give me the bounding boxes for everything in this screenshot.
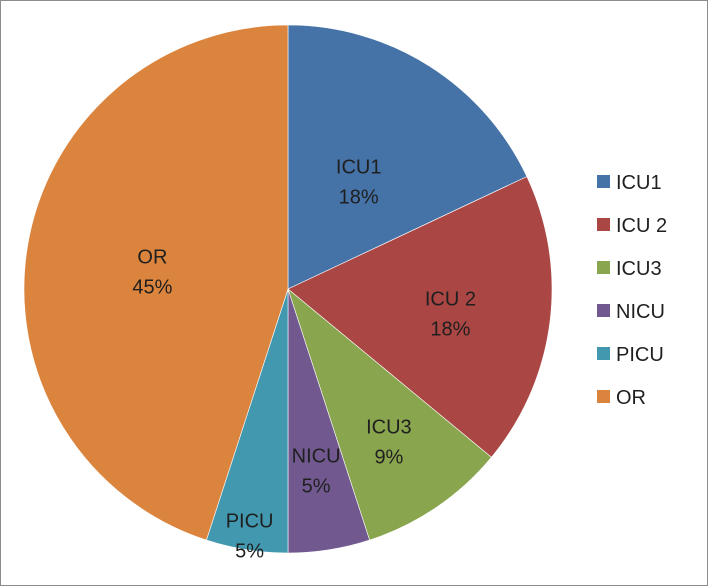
legend-swatch-picu xyxy=(597,347,610,360)
pie-slice-icu3 xyxy=(287,288,492,541)
legend-swatch-icu3 xyxy=(597,261,610,274)
data-label-or: OR 45% xyxy=(132,247,172,299)
legend-label-picu: PICU xyxy=(616,344,664,366)
legend-label-icu3: ICU3 xyxy=(616,258,662,280)
legend-swatch-icu-2 xyxy=(597,218,610,231)
data-label-icu-2: ICU 2 18% xyxy=(425,289,476,341)
legend-label-icu-2: ICU 2 xyxy=(616,215,667,237)
data-label-nicu: NICU 5% xyxy=(292,445,341,497)
pie-slices xyxy=(23,24,553,554)
legend-label-nicu: NICU xyxy=(616,301,665,323)
data-label-icu1: ICU1 18% xyxy=(336,157,382,209)
pie-slice-or xyxy=(23,24,289,541)
data-label-icu3: ICU3 9% xyxy=(366,417,412,469)
pie-slice-icu-2 xyxy=(287,176,553,458)
pie-slice-icu1 xyxy=(287,24,528,290)
legend-swatch-icu1 xyxy=(597,175,610,188)
pie-data-labels: ICU1 18% ICU 2 18% ICU3 9% NICU 5% PICU 5% OR 45% xyxy=(132,157,476,563)
legend-label-icu1: ICU1 xyxy=(616,172,662,194)
legend-label-or: OR xyxy=(616,387,646,409)
legend: ICU1 ICU 2 ICU3 NICU PICU OR xyxy=(597,172,667,409)
legend-swatch-nicu xyxy=(597,304,610,317)
data-label-picu: PICU 5% xyxy=(226,511,274,563)
legend-swatch-or xyxy=(597,390,610,403)
